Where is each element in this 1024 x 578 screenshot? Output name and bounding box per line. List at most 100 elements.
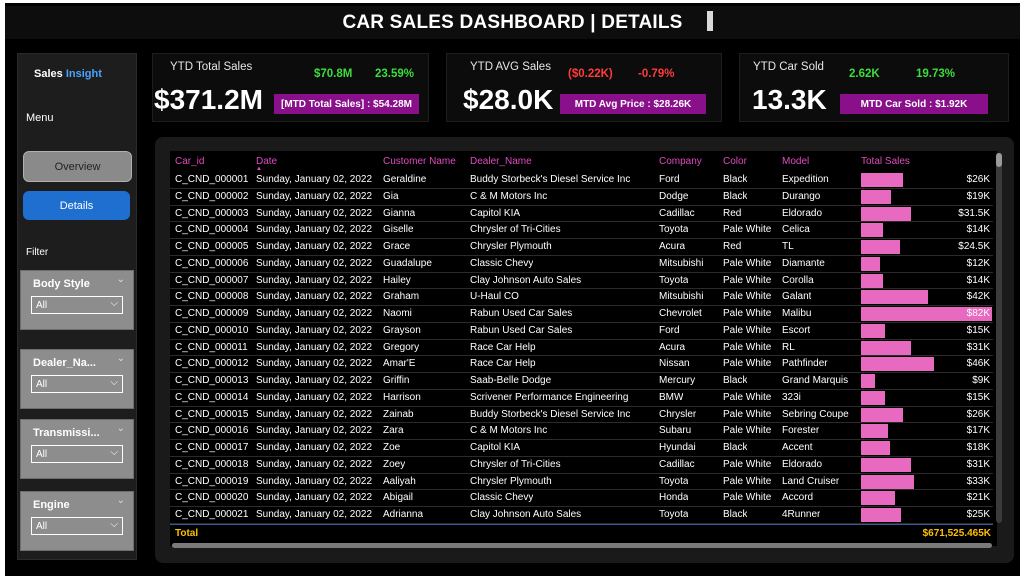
sales-data-bar [861,240,900,254]
total-sales-value: $19K [966,190,990,202]
table-row[interactable]: C_CND_000021 Sunday, January 02, 2022 Adri… [170,507,993,524]
engine-dropdown[interactable]: All ⌵ [31,517,123,535]
chevron-down-icon[interactable]: ⌄ [116,274,125,285]
table-row[interactable]: C_CND_000019 Sunday, January 02, 2022 Aali… [170,474,993,491]
card-metric-percent: -0.79% [638,68,675,80]
table-row[interactable]: C_CND_000007 Sunday, January 02, 2022 Hail… [170,273,993,290]
total-sales-value: $26K [966,174,990,185]
cell-color: Black [723,442,748,453]
column-header-model[interactable]: Model [782,156,810,167]
slicer-title: Transmissi... [33,427,100,439]
table-row[interactable]: C_CND_000011 Sunday, January 02, 2022 Greg… [170,340,993,357]
cell-car-id: C_CND_000010 [175,324,249,336]
cell-car-id: C_CND_000018 [175,458,249,470]
cell-customer: Zoey [383,458,406,470]
cell-company: Ford [659,174,680,185]
cell-customer: Grayson [383,324,421,336]
cell-dealer: Rabun Used Car Sales [470,324,573,336]
brand-accent: Insight [65,68,102,80]
vertical-scrollbar[interactable] [996,153,1002,523]
table-row[interactable]: C_CND_000002 Sunday, January 02, 2022 Gia C… [170,189,993,206]
horizontal-scrollbar[interactable] [172,543,992,548]
transmission-dropdown[interactable]: All ⌵ [31,445,123,463]
column-header-car-id[interactable]: Car_id [175,156,205,167]
table-row[interactable]: C_CND_000010 Sunday, January 02, 2022 Gray… [170,323,993,340]
cell-car-id: C_CND_000014 [175,391,249,403]
table-row[interactable]: C_CND_000014 Sunday, January 02, 2022 Harr… [170,390,993,407]
cell-dealer: Scrivener Performance Engineering [470,391,629,403]
table-row[interactable]: C_CND_000005 Sunday, January 02, 2022 Grac… [170,239,993,256]
cell-model: Pathfinder [782,358,828,370]
cell-color: Pale White [723,224,772,236]
brand-logo: Sales Insight [34,68,102,80]
cell-company: Subaru [659,425,692,437]
table-row[interactable]: C_CND_000015 Sunday, January 02, 2022 Zain… [170,407,993,424]
cell-car-id: C_CND_000015 [175,408,249,420]
cell-total-sales: $31.5K [861,206,992,222]
cell-total-sales: $82K [861,307,992,322]
dealer-name-dropdown[interactable]: All ⌵ [31,375,123,393]
column-header-date[interactable]: Date [256,156,278,167]
table-header: Car_id Date Customer Name Dealer_Name Co… [170,151,993,172]
card-value: $371.2M [154,84,263,115]
sales-data-bar [861,424,888,439]
mtd-badge: MTD Car Sold : $1.92K [840,94,988,114]
overview-button[interactable]: Overview [23,151,132,182]
table-row[interactable]: C_CND_000004 Sunday, January 02, 2022 Gise… [170,222,993,239]
table-row[interactable]: C_CND_000012 Sunday, January 02, 2022 Amar… [170,356,993,373]
cell-color: Red [723,207,742,219]
total-sales-value: $15K [966,391,990,403]
cell-color: Red [723,241,742,252]
chevron-down-icon[interactable]: ⌄ [116,353,125,364]
slicer-engine: Engine ⌄ All ⌵ [20,491,134,551]
table-row[interactable]: C_CND_000017 Sunday, January 02, 2022 Zoe C… [170,440,993,457]
cell-customer: Aaliyah [383,475,416,487]
cell-car-id: C_CND_000012 [175,358,249,370]
page-title: CAR SALES DASHBOARD | DETAILS [342,12,683,33]
cell-dealer: Chrysler Plymouth [470,241,552,252]
table-row[interactable]: C_CND_000008 Sunday, January 02, 2022 Grah… [170,289,993,306]
cell-customer: Zara [383,425,404,437]
sales-data-bar [861,407,903,422]
cell-customer: Adrianna [383,509,424,520]
chevron-down-icon[interactable]: ⌄ [116,495,125,506]
table-row[interactable]: C_CND_000009 Sunday, January 02, 2022 Naom… [170,306,993,323]
scrollbar-thumb[interactable] [996,153,1002,167]
table-row[interactable]: C_CND_000003 Sunday, January 02, 2022 Gian… [170,206,993,223]
menu-label: Menu [26,112,54,124]
cell-car-id: C_CND_000017 [175,442,249,453]
chevron-down-icon[interactable]: ⌄ [116,423,125,434]
total-sales-value: $21K [966,492,990,504]
dashboard-frame: CAR SALES DASHBOARD | DETAILS Sales Insi… [5,3,1020,576]
card-value: 13.3K [752,84,827,115]
cell-car-id: C_CND_000004 [175,224,249,236]
table-row[interactable]: C_CND_000018 Sunday, January 02, 2022 Zoey… [170,457,993,474]
brand-prefix: Sales [34,68,63,80]
table-row[interactable]: C_CND_000020 Sunday, January 02, 2022 Abig… [170,490,993,507]
cell-color: Pale White [723,408,772,420]
cell-company: Honda [659,492,689,504]
table-row[interactable]: C_CND_000006 Sunday, January 02, 2022 Guad… [170,256,993,273]
cell-car-id: C_CND_000011 [175,341,248,353]
cell-company: Toyota [659,224,689,236]
body-style-dropdown[interactable]: All ⌵ [31,296,123,314]
cell-car-id: C_CND_000003 [175,207,249,219]
title-marker [707,11,713,31]
column-header-customer-name[interactable]: Customer Name [383,156,456,167]
table-row[interactable]: C_CND_000016 Sunday, January 02, 2022 Zara… [170,423,993,440]
details-button[interactable]: Details [23,191,130,220]
cell-model: Accent [782,442,813,453]
column-header-color[interactable]: Color [723,156,747,167]
column-header-total-sales[interactable]: Total Sales [861,156,910,167]
cell-customer: Zainab [383,408,414,420]
cell-customer: Graham [383,291,420,303]
cell-dealer: C & M Motors Inc [470,425,548,437]
column-header-dealer-name[interactable]: Dealer_Name [470,156,532,167]
cell-dealer: Race Car Help [470,358,536,370]
cell-model: Diamante [782,257,825,269]
table-row[interactable]: C_CND_000001 Sunday, January 02, 2022 Gera… [170,172,993,189]
cell-model: Forester [782,425,820,437]
column-header-company[interactable]: Company [659,156,702,167]
table-row[interactable]: C_CND_000013 Sunday, January 02, 2022 Grif… [170,373,993,390]
details-table: Car_id Date Customer Name Dealer_Name Co… [170,151,1002,548]
